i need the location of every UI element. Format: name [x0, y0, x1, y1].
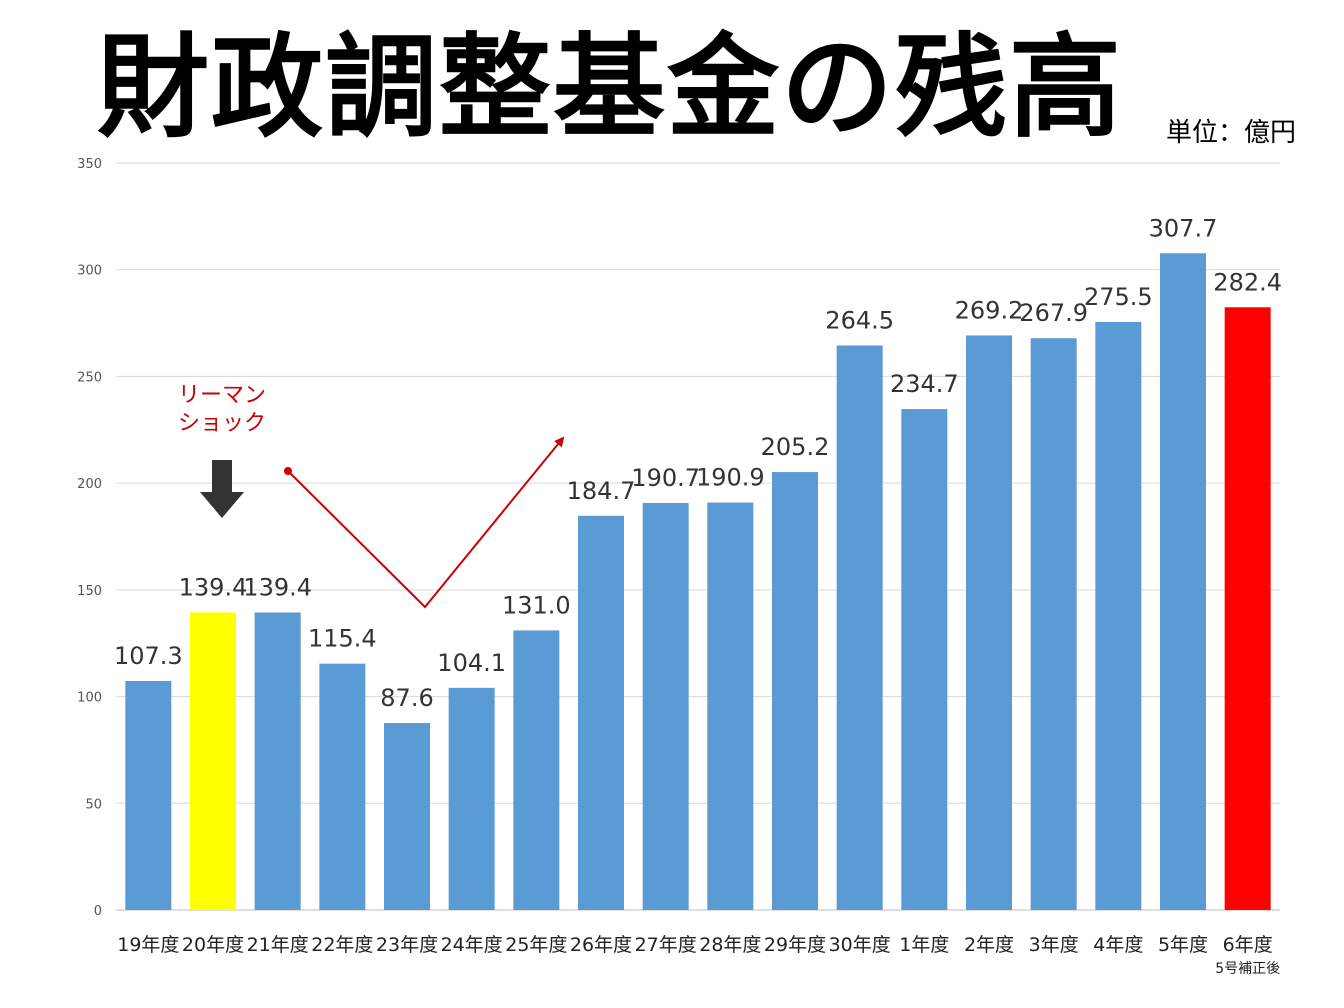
x-tick-label: 27年度: [635, 934, 697, 956]
x-tick-label: 23年度: [376, 934, 438, 956]
data-label: 139.4: [243, 573, 312, 601]
y-tick-label: 50: [85, 797, 102, 812]
x-tick-label: 2年度: [964, 934, 1014, 956]
gridlines: 0 50 100 150 200 250 300 350: [77, 157, 1280, 919]
data-label: 139.4: [179, 573, 248, 601]
data-label: 264.5: [825, 306, 894, 334]
x-tick-label: 5年度: [1158, 934, 1208, 956]
x-tick-label: 21年度: [247, 934, 309, 956]
annotation-line-1: リーマン: [178, 383, 266, 408]
x-tick-label: 24年度: [441, 934, 503, 956]
bar: [125, 680, 172, 910]
y-tick-label: 250: [77, 370, 102, 385]
annotations: リーマン ショック: [178, 383, 565, 609]
unit-label: 単位：億円: [1166, 118, 1297, 148]
x-tick-label: 6年度: [1223, 934, 1273, 956]
bar: [901, 409, 948, 910]
data-label: 190.7: [631, 464, 700, 492]
x-tick-label: 22年度: [311, 934, 373, 956]
data-label: 115.4: [308, 625, 377, 653]
chart-title: 財政調整基金の残高: [97, 23, 1123, 153]
data-label: 190.9: [696, 464, 765, 492]
data-label: 184.7: [567, 477, 636, 505]
y-tick-label: 200: [77, 477, 102, 492]
bar: [319, 663, 366, 910]
data-label: 234.7: [890, 370, 959, 398]
data-label: 275.5: [1084, 283, 1153, 311]
y-tick-label: 0: [94, 904, 102, 919]
bar: [1160, 253, 1206, 911]
x-tick-label: 4年度: [1093, 934, 1143, 956]
down-arrow-icon: [200, 460, 244, 518]
bar: [1095, 322, 1142, 910]
bar: [1224, 307, 1271, 910]
annotation-line-2: ショック: [178, 411, 266, 436]
x-tick-label: 20年度: [182, 934, 244, 956]
y-tick-label: 350: [77, 157, 102, 172]
data-label: 267.9: [1019, 299, 1088, 327]
bar: [190, 612, 236, 910]
x-tick-label: 3年度: [1029, 934, 1079, 956]
data-labels: 107.3139.4139.4115.487.6104.1131.0184.71…: [114, 214, 1282, 712]
data-label: 307.7: [1149, 214, 1218, 242]
bar: [384, 723, 430, 910]
bar: [448, 687, 495, 910]
bar: [772, 472, 818, 910]
x-tick-label: 26年度: [570, 934, 632, 956]
y-tick-label: 100: [77, 691, 102, 706]
y-tick-label: 300: [77, 264, 102, 279]
data-label: 269.2: [955, 296, 1024, 324]
x-tick-label: 28年度: [699, 934, 761, 956]
data-label: 87.6: [380, 684, 433, 712]
data-label: 104.1: [437, 649, 506, 677]
bar: [836, 345, 883, 910]
x-tick-label: 19年度: [117, 934, 179, 956]
bar: [578, 515, 624, 910]
bar: [1030, 338, 1077, 910]
data-label: 282.4: [1213, 268, 1282, 296]
category-labels: 19年度 20年度 21年度 22年度 23年度 24年度 25年度 26年度 27年度 28年度…: [117, 934, 1280, 977]
bars: [125, 253, 1271, 911]
x-tick-sublabel: 5号補正後: [1215, 961, 1280, 977]
data-label: 107.3: [114, 642, 183, 670]
data-label: 205.2: [761, 433, 830, 461]
x-tick-label: 25年度: [505, 934, 567, 956]
bar: [707, 502, 754, 910]
v-trend-arrow-icon: [284, 436, 565, 609]
bar: [513, 630, 560, 910]
x-tick-label: 1年度: [899, 934, 949, 956]
data-label: 131.0: [502, 591, 571, 619]
x-tick-label: 30年度: [829, 934, 891, 956]
y-tick-label: 150: [77, 584, 102, 599]
bar: [642, 502, 689, 910]
bar: [966, 335, 1012, 910]
bar: [254, 612, 301, 910]
x-tick-label: 29年度: [764, 934, 826, 956]
